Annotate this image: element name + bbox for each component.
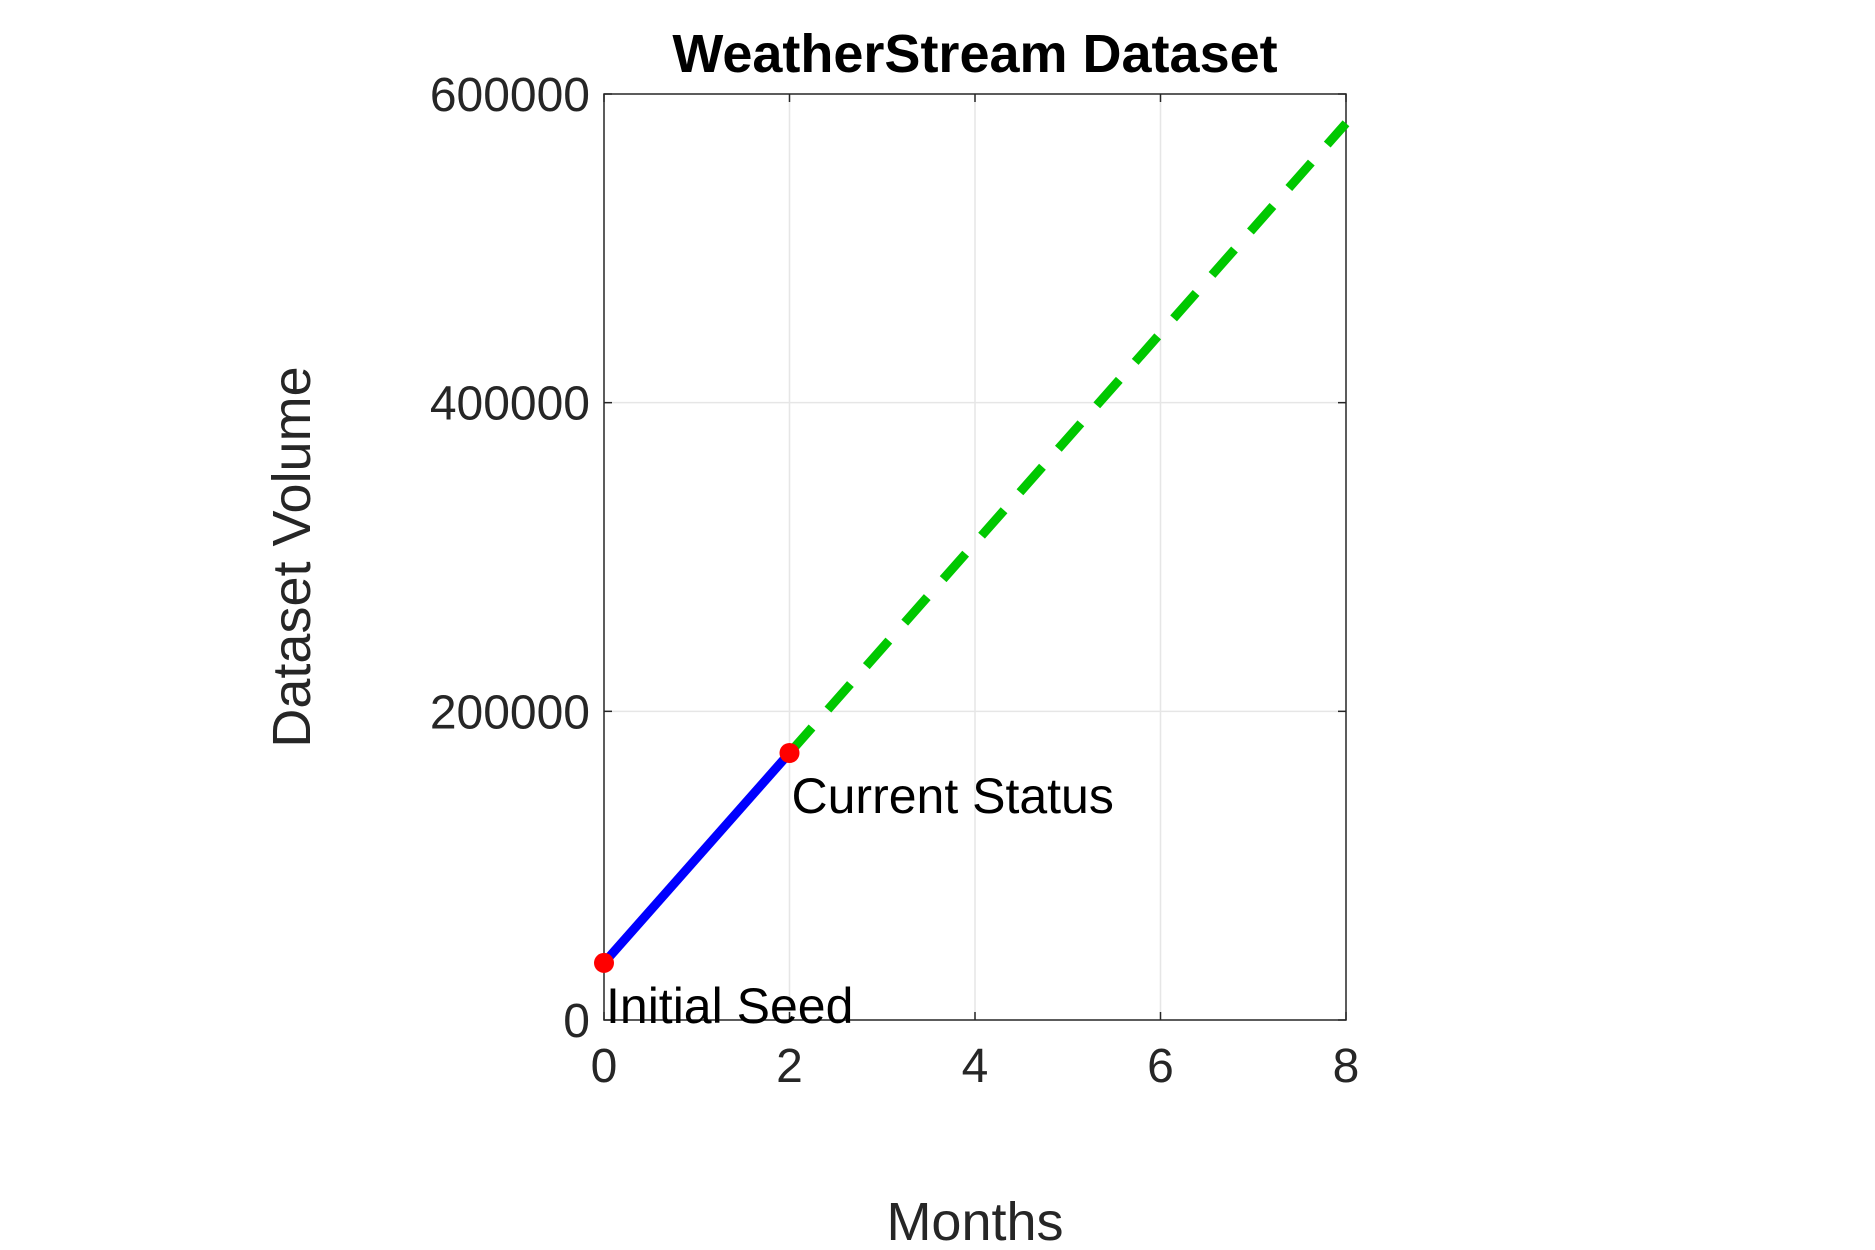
data-point-marker bbox=[594, 952, 614, 973]
x-tick-label: 4 bbox=[962, 1040, 989, 1093]
y-tick-label: 0 bbox=[563, 995, 590, 1048]
y-axis-label: Dataset Volume bbox=[262, 366, 322, 747]
actual-growth-line bbox=[600, 750, 793, 966]
x-tick-labels: 0 2 4 6 8 bbox=[591, 1040, 1360, 1093]
x-axis-label: Months bbox=[886, 1192, 1063, 1250]
chart-title: WeatherStream Dataset bbox=[672, 24, 1277, 84]
x-tick-label: 0 bbox=[591, 1040, 618, 1093]
y-tick-label: 600000 bbox=[430, 69, 590, 122]
projected-trend-line bbox=[786, 120, 1350, 756]
y-tick-label: 400000 bbox=[430, 378, 590, 431]
annotation-label: Current Status bbox=[792, 768, 1114, 824]
y-tick-label: 200000 bbox=[430, 686, 590, 739]
data-point-marker bbox=[779, 743, 800, 764]
x-tick-label: 2 bbox=[776, 1040, 803, 1093]
annotations: Initial Seed Current Status bbox=[606, 768, 1114, 1034]
annotation-label: Initial Seed bbox=[606, 978, 853, 1034]
tick-marks bbox=[603, 93, 1347, 1021]
y-tick-labels: 0 200000 400000 600000 bbox=[430, 69, 590, 1048]
x-tick-label: 8 bbox=[1333, 1040, 1360, 1093]
x-tick-label: 6 bbox=[1147, 1040, 1174, 1093]
data-markers bbox=[594, 743, 800, 973]
series-lines bbox=[600, 120, 1350, 966]
grid bbox=[604, 94, 1346, 1020]
